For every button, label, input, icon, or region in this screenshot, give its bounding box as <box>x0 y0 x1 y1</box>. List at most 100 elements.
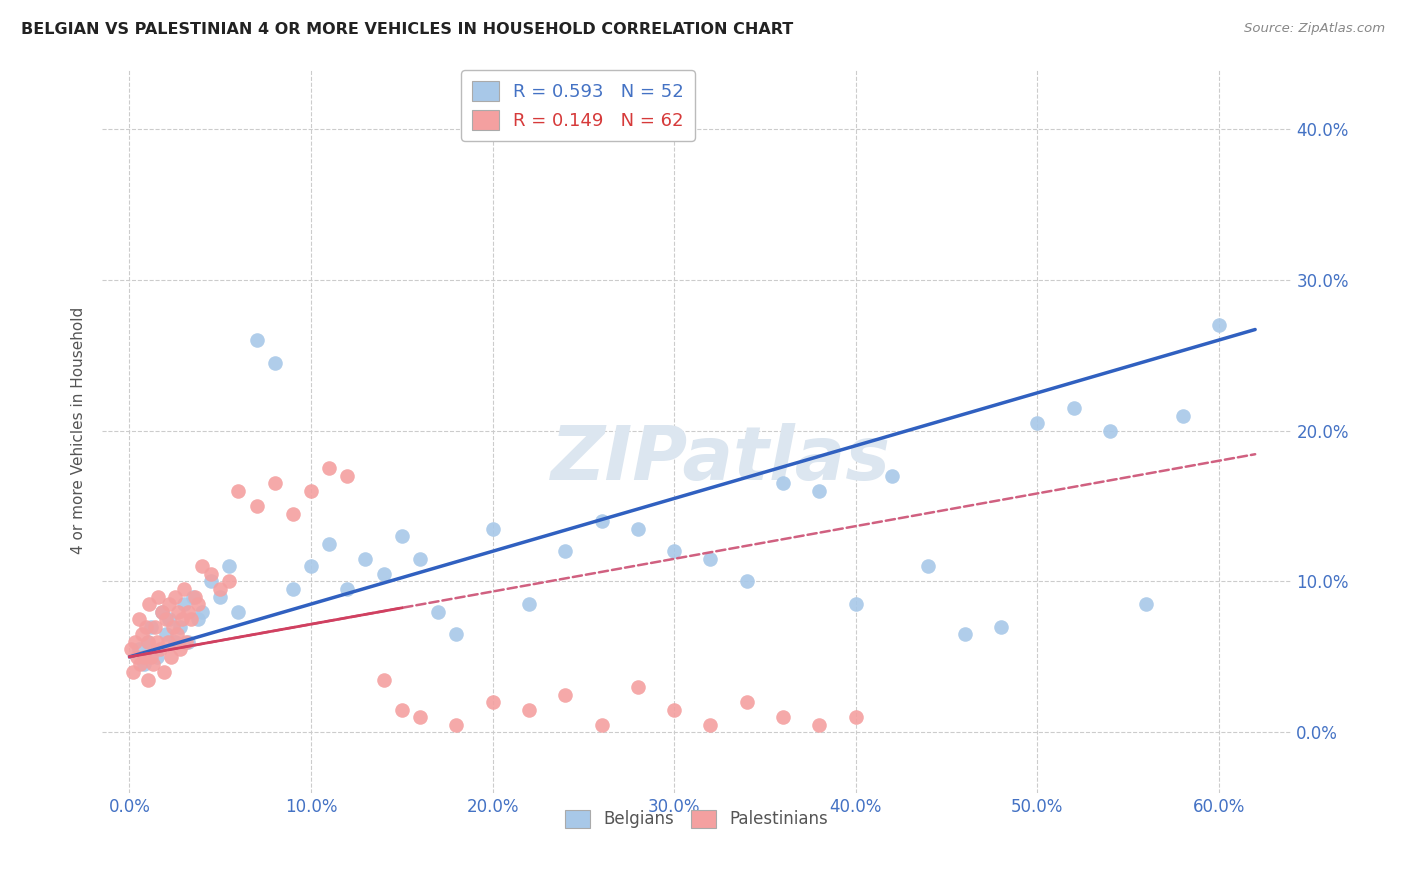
Point <box>409 710 432 724</box>
Point <box>990 620 1012 634</box>
Point <box>554 688 576 702</box>
Point <box>172 612 194 626</box>
Point <box>554 544 576 558</box>
Point <box>129 657 152 672</box>
Point <box>218 574 240 589</box>
Point <box>155 612 177 626</box>
Point <box>218 559 240 574</box>
Point <box>169 642 191 657</box>
Point <box>153 665 176 679</box>
Point <box>845 710 868 724</box>
Point <box>132 649 155 664</box>
Point <box>145 634 167 648</box>
Point <box>200 566 222 581</box>
Point <box>125 649 148 664</box>
Point <box>481 695 503 709</box>
Point <box>191 559 214 574</box>
Point <box>808 718 831 732</box>
Point <box>157 612 180 626</box>
Point <box>446 718 468 732</box>
Point <box>141 620 163 634</box>
Point <box>1063 401 1085 415</box>
Point <box>917 559 939 574</box>
Point <box>150 605 173 619</box>
Point <box>391 529 413 543</box>
Point <box>354 551 377 566</box>
Point <box>845 597 868 611</box>
Point <box>373 673 395 687</box>
Point <box>699 551 721 566</box>
Point <box>124 634 146 648</box>
Point <box>391 703 413 717</box>
Point <box>481 522 503 536</box>
Point <box>150 605 173 619</box>
Point <box>263 476 285 491</box>
Point <box>132 657 155 672</box>
Point <box>591 718 613 732</box>
Legend: Belgians, Palestinians: Belgians, Palestinians <box>558 803 835 835</box>
Point <box>141 649 163 664</box>
Point <box>591 514 613 528</box>
Point <box>184 590 207 604</box>
Point <box>187 597 209 611</box>
Point <box>409 551 432 566</box>
Point <box>136 634 159 648</box>
Point <box>318 537 340 551</box>
Point <box>173 597 195 611</box>
Point <box>191 605 214 619</box>
Point <box>299 559 322 574</box>
Point <box>263 356 285 370</box>
Point <box>446 627 468 641</box>
Point <box>163 634 186 648</box>
Point <box>156 634 179 648</box>
Point <box>772 710 794 724</box>
Point <box>336 468 359 483</box>
Point <box>136 634 159 648</box>
Point <box>157 597 180 611</box>
Point <box>209 582 232 596</box>
Point <box>228 605 250 619</box>
Point <box>122 665 145 679</box>
Point <box>128 612 150 626</box>
Point <box>136 673 159 687</box>
Point <box>169 620 191 634</box>
Point <box>162 620 184 634</box>
Point <box>145 649 167 664</box>
Point <box>200 574 222 589</box>
Point <box>735 574 758 589</box>
Point <box>128 642 150 657</box>
Point <box>228 483 250 498</box>
Point <box>662 703 685 717</box>
Point <box>209 590 232 604</box>
Point <box>138 597 160 611</box>
Point <box>155 627 177 641</box>
Point <box>662 544 685 558</box>
Point <box>166 627 188 641</box>
Point <box>131 627 153 641</box>
Point <box>163 590 186 604</box>
Point <box>281 582 304 596</box>
Point <box>427 605 450 619</box>
Point <box>176 634 198 648</box>
Point <box>167 605 190 619</box>
Point <box>281 507 304 521</box>
Point <box>135 620 157 634</box>
Point <box>245 333 267 347</box>
Text: ZIPatlas: ZIPatlas <box>551 423 890 496</box>
Point <box>735 695 758 709</box>
Point <box>373 566 395 581</box>
Point <box>1135 597 1157 611</box>
Text: Source: ZipAtlas.com: Source: ZipAtlas.com <box>1244 22 1385 36</box>
Point <box>627 680 650 694</box>
Point <box>148 590 170 604</box>
Point <box>143 620 166 634</box>
Text: BELGIAN VS PALESTINIAN 4 OR MORE VEHICLES IN HOUSEHOLD CORRELATION CHART: BELGIAN VS PALESTINIAN 4 OR MORE VEHICLE… <box>21 22 793 37</box>
Point <box>173 582 195 596</box>
Point <box>1098 424 1121 438</box>
Point <box>149 642 172 657</box>
Point <box>880 468 903 483</box>
Point <box>517 597 540 611</box>
Point <box>953 627 976 641</box>
Point <box>1026 416 1049 430</box>
Point <box>808 483 831 498</box>
